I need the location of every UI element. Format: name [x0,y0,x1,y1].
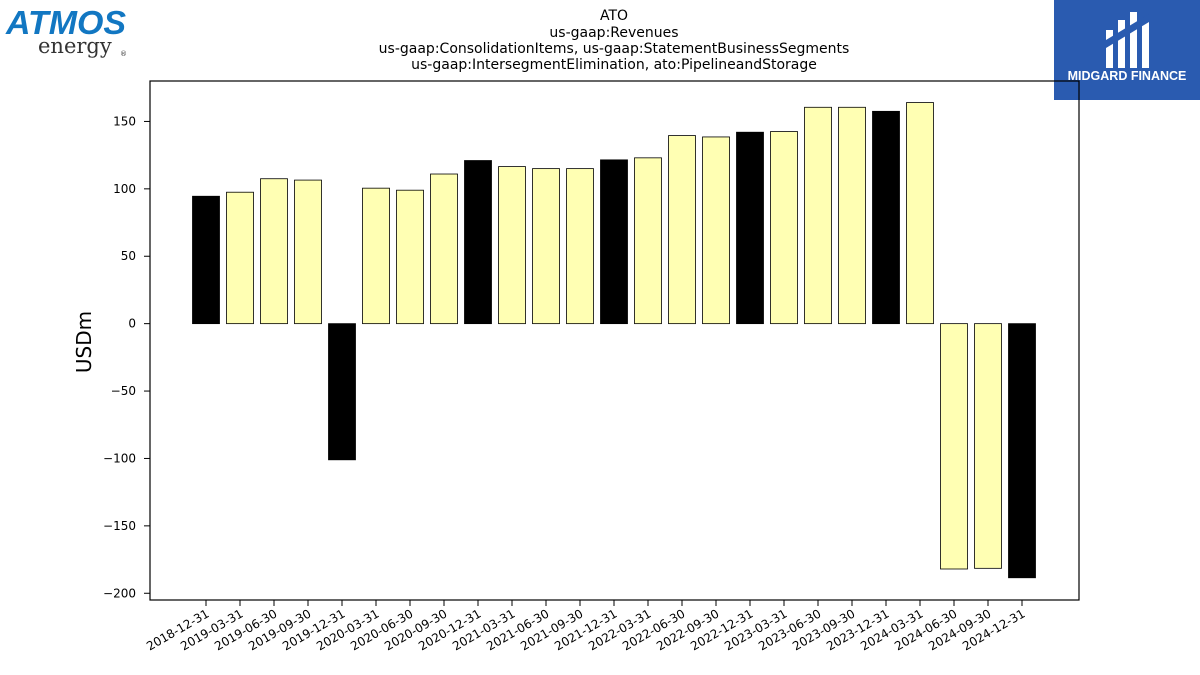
title-line-1: ATO [600,8,628,24]
bar-2019-06-30 [260,178,288,325]
bar-2024-12-31 [1008,323,1036,579]
atmos-energy-logo: ATMOS energy ® [4,4,130,60]
bar-2024-06-30 [940,323,968,570]
y-axis-label: USDm [72,311,96,373]
bar-2019-03-31 [226,191,254,325]
bar-2021-06-30 [532,168,560,325]
registered-mark: ® [120,50,127,58]
x-axis: 2018-12-312019-03-312019-06-302019-09-30… [144,600,1028,653]
bar-2020-12-31 [464,160,492,325]
bar-2024-03-31 [906,102,934,325]
y-tick-label: 100 [113,182,136,196]
title-line-2: us-gaap:Revenues [549,25,678,41]
atmos-logo-text: ATMOS [5,4,126,41]
bar-2023-06-30 [804,106,832,325]
plot-frame [149,80,1080,601]
y-tick-label: −100 [103,451,136,465]
y-tick-label: −150 [103,519,136,533]
bar-2021-12-31 [600,159,628,325]
y-tick-label: 150 [113,114,136,128]
y-tick-label: −200 [103,586,136,600]
energy-logo-text: energy [38,34,112,58]
y-tick-label: −50 [111,384,136,398]
y-tick-label: 0 [128,317,136,331]
chart-title: ATO us-gaap:Revenues us-gaap:Consolidati… [379,8,850,73]
bar-2020-06-30 [396,189,424,325]
bar-2020-03-31 [362,187,390,325]
title-line-4: us-gaap:IntersegmentElimination, ato:Pip… [411,57,817,73]
midgard-logo-text: MIDGARD FINANCE [1068,69,1187,83]
bar-2019-09-30 [294,179,322,325]
bar-2023-03-31 [770,131,798,325]
bar-2024-09-30 [974,323,1002,569]
bar-2018-12-31 [192,195,220,325]
bar-2022-03-31 [634,157,662,325]
bar-2022-09-30 [702,136,730,325]
bar-2021-09-30 [566,168,594,325]
bar-2023-12-31 [872,110,900,325]
bar-2022-06-30 [668,135,696,325]
y-axis: 150 100 50 0 −50 −100 −150 −200 [103,114,150,600]
bars-group [192,102,1036,579]
midgard-finance-logo: MIDGARD FINANCE [1054,0,1200,100]
y-tick-label: 50 [121,249,136,263]
bar-2021-03-31 [498,166,526,325]
bar-2020-09-30 [430,173,458,325]
title-line-3: us-gaap:ConsolidationItems, us-gaap:Stat… [379,41,850,57]
bar-2023-09-30 [838,106,866,325]
midgard-m-icon [1106,12,1149,68]
bar-2022-12-31 [736,131,764,325]
bar-2019-12-31 [328,323,356,461]
